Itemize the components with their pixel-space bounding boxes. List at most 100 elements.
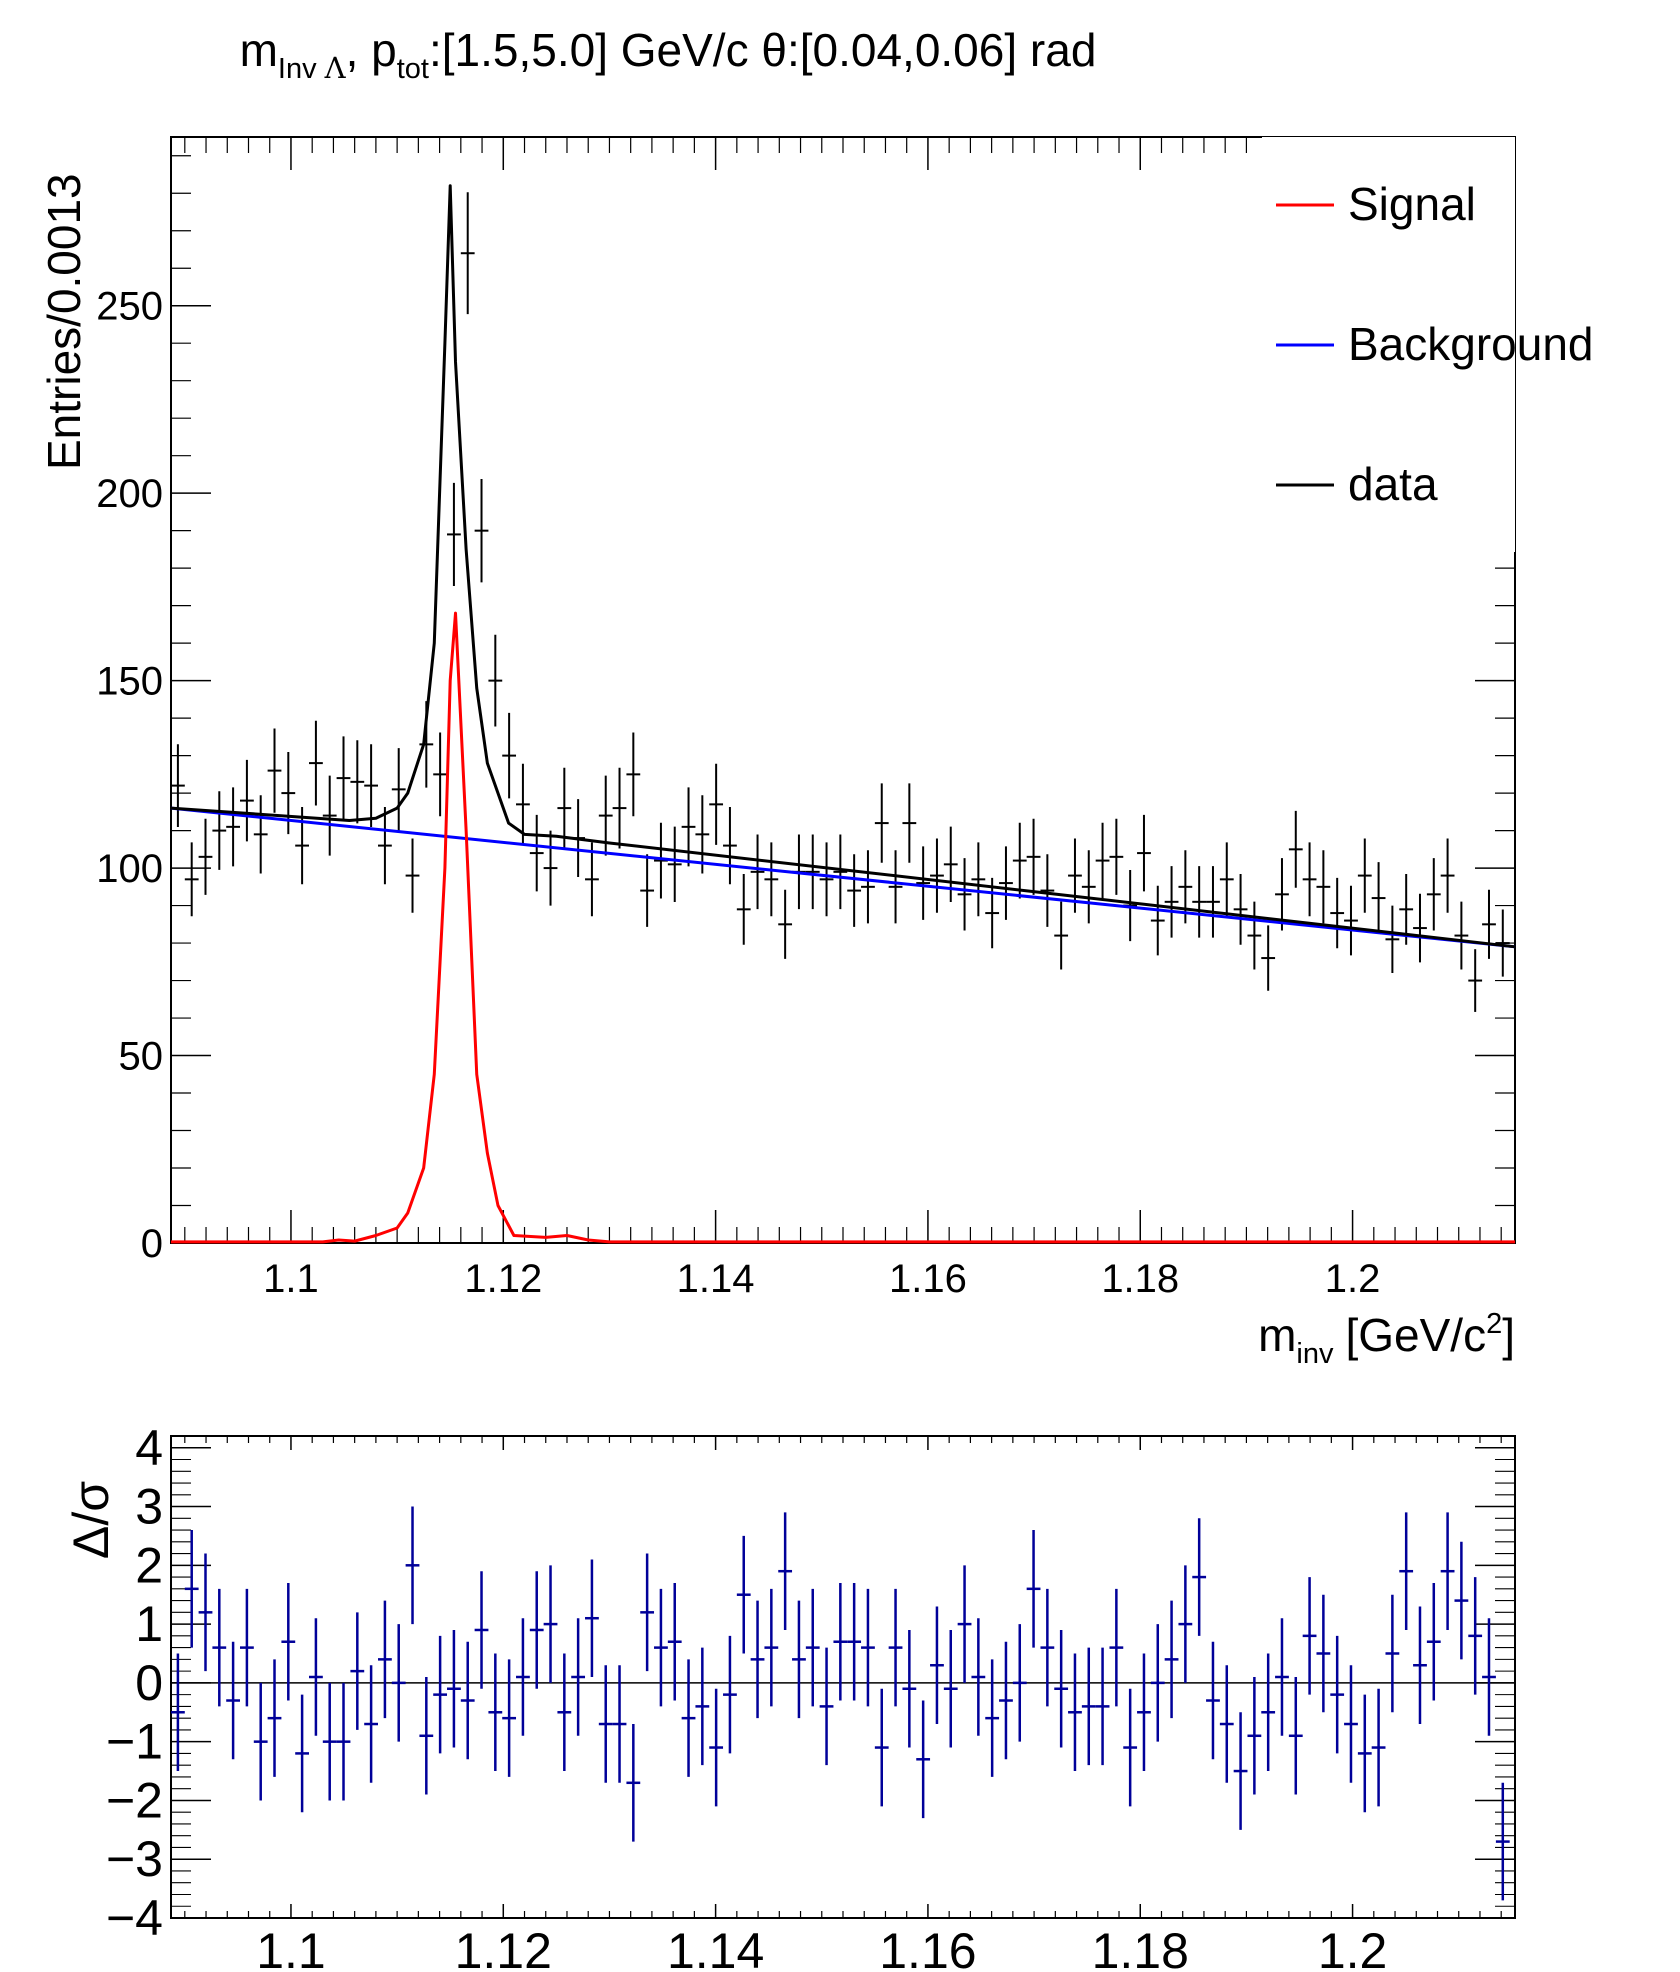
data-point	[667, 826, 682, 903]
data-point	[1233, 873, 1248, 945]
pull-point	[1426, 1582, 1441, 1701]
data-point	[861, 850, 875, 924]
pull-point	[750, 1600, 765, 1719]
pull-point	[1261, 1653, 1276, 1772]
pull-point	[212, 1588, 227, 1707]
pull-point	[322, 1682, 337, 1801]
pull-y-tick-label: 4	[135, 1420, 163, 1476]
data-point	[1012, 822, 1027, 899]
pull-point	[1440, 1512, 1455, 1630]
pull-point	[1495, 1782, 1510, 1901]
pull-point	[171, 1653, 185, 1772]
pull-point	[1150, 1624, 1165, 1742]
data-point	[585, 842, 599, 917]
data-point	[640, 854, 655, 927]
data-point	[212, 791, 227, 870]
pull-point	[1137, 1653, 1151, 1772]
main-y-tick-label: 150	[96, 660, 163, 704]
signal-curve	[171, 611, 1515, 1244]
pull-y-tick-label: 2	[135, 1537, 163, 1593]
data-point	[1192, 866, 1207, 938]
pull-point	[253, 1682, 268, 1801]
pull-point	[405, 1506, 420, 1625]
pull-point	[281, 1582, 296, 1701]
pull-point	[833, 1582, 848, 1701]
data-point	[502, 712, 517, 799]
main-y-tick-label: 250	[96, 285, 163, 329]
data-point	[474, 478, 489, 583]
data-point	[1330, 877, 1345, 949]
pull-point	[295, 1694, 310, 1813]
pull-point	[667, 1582, 682, 1701]
legend-entry-data: data	[1276, 458, 1438, 510]
pull-point	[654, 1588, 668, 1707]
pull-point	[971, 1618, 986, 1736]
pull-point	[378, 1600, 392, 1719]
data-point	[1288, 810, 1303, 888]
data-point	[1468, 949, 1483, 1012]
data-point	[171, 744, 185, 828]
pull-point	[488, 1653, 503, 1772]
data-point	[253, 795, 268, 874]
legend-signal-label: Signal	[1348, 178, 1476, 230]
pull-point	[433, 1635, 448, 1754]
pull-point	[1192, 1518, 1207, 1636]
pull-x-tick-label: 1.2	[1318, 1923, 1388, 1972]
data-point	[240, 759, 254, 842]
pull-point	[1468, 1577, 1483, 1695]
pull-point	[1233, 1712, 1248, 1830]
pull-point	[447, 1629, 461, 1748]
background-curve	[170, 806, 1516, 949]
main-fit-curves	[170, 184, 1516, 1244]
pull-point	[1178, 1565, 1193, 1683]
pull-x-tick-label: 1.1	[256, 1923, 326, 1972]
pull-y-tick-label: −1	[106, 1714, 163, 1770]
pull-point	[1330, 1635, 1345, 1754]
data-point	[1440, 838, 1455, 913]
pull-point	[350, 1612, 365, 1730]
data-point	[543, 830, 558, 906]
pull-point	[930, 1606, 944, 1725]
pull-point	[847, 1582, 862, 1701]
data-point	[391, 748, 406, 831]
pull-point	[957, 1565, 972, 1683]
data-point	[902, 783, 917, 863]
pull-point	[1040, 1588, 1055, 1707]
pull-point	[1081, 1647, 1096, 1766]
pull-point	[1095, 1647, 1110, 1766]
pull-point	[1399, 1512, 1414, 1630]
pull-point	[985, 1659, 1000, 1777]
pull-point	[598, 1665, 613, 1783]
pull-point	[626, 1724, 641, 1842]
legend-data-label: data	[1348, 458, 1438, 510]
pull-point	[1054, 1629, 1069, 1748]
pull-point	[640, 1553, 655, 1672]
pull-point	[1247, 1677, 1262, 1795]
data-point	[695, 795, 710, 874]
data-point	[1413, 893, 1427, 963]
pull-point	[999, 1641, 1013, 1760]
pull-point	[819, 1647, 834, 1766]
main-x-tick-label: 1.18	[1101, 1257, 1179, 1301]
pull-y-axis-title: Δ/σ	[63, 1481, 119, 1559]
pull-point	[1219, 1665, 1234, 1783]
pull-point	[419, 1677, 434, 1795]
data-point	[874, 783, 889, 863]
data-point	[957, 858, 972, 931]
pull-point	[571, 1618, 586, 1736]
pull-point	[1275, 1618, 1289, 1736]
pull-point	[888, 1588, 903, 1707]
pull-point	[1344, 1665, 1358, 1783]
pull-point	[902, 1629, 917, 1748]
pull-plot-frame	[170, 1435, 1516, 1919]
data-point	[447, 482, 461, 586]
pull-y-tick-label: 3	[135, 1479, 163, 1535]
data-point	[1178, 850, 1193, 924]
data-point	[460, 192, 475, 315]
data-point	[1150, 885, 1165, 956]
data-point	[1495, 909, 1510, 977]
pull-point	[1026, 1530, 1041, 1648]
pull-point	[1012, 1624, 1027, 1742]
pull-x-tick-label: 1.14	[667, 1923, 764, 1972]
